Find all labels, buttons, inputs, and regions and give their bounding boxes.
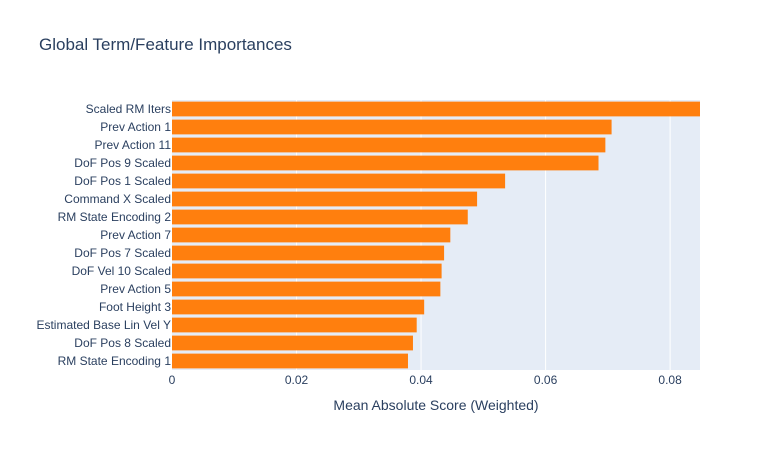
x-tick-label: 0.02	[285, 373, 309, 387]
bar[interactable]	[172, 119, 612, 135]
bar[interactable]	[172, 137, 606, 153]
bar[interactable]	[172, 281, 441, 297]
bar[interactable]	[172, 101, 700, 117]
bar[interactable]	[172, 263, 442, 279]
category-label: Prev Action 1	[100, 120, 171, 134]
category-label: RM State Encoding 2	[58, 210, 172, 224]
x-axis-title: Mean Absolute Score (Weighted)	[333, 397, 538, 413]
bar[interactable]	[172, 209, 468, 225]
category-labels: Scaled RM Iters Prev Action 1 Prev Action …	[36, 102, 171, 368]
x-tick-label: 0.06	[534, 373, 558, 387]
category-label: Scaled RM Iters	[86, 102, 171, 116]
chart-title: Global Term/Feature Importances	[39, 35, 292, 54]
category-label: RM State Encoding 1	[58, 354, 172, 368]
bar[interactable]	[172, 353, 408, 369]
bar[interactable]	[172, 173, 506, 189]
bar[interactable]	[172, 155, 599, 171]
category-label: DoF Pos 8 Scaled	[74, 336, 171, 350]
category-label: Prev Action 11	[95, 138, 172, 152]
x-tick-labels: 0 0.02 0.04 0.06 0.08	[169, 373, 682, 387]
category-label: Estimated Base Lin Vel Y	[36, 318, 171, 332]
bar[interactable]	[172, 191, 478, 207]
bar[interactable]	[172, 227, 451, 243]
category-label: DoF Pos 7 Scaled	[74, 246, 171, 260]
category-label: Prev Action 7	[100, 228, 171, 242]
x-tick-label: 0.04	[409, 373, 433, 387]
x-tick-label: 0.08	[658, 373, 682, 387]
category-label: Command X Scaled	[64, 192, 171, 206]
category-label: Prev Action 5	[100, 282, 171, 296]
bar[interactable]	[172, 245, 445, 261]
bar[interactable]	[172, 335, 413, 351]
category-label: DoF Pos 1 Scaled	[74, 174, 171, 188]
category-label: DoF Pos 9 Scaled	[74, 156, 171, 170]
bar[interactable]	[172, 299, 425, 315]
bars	[172, 101, 700, 369]
x-tick-label: 0	[169, 373, 176, 387]
category-label: DoF Vel 10 Scaled	[72, 264, 171, 278]
category-label: Foot Height 3	[99, 300, 171, 314]
bar[interactable]	[172, 317, 417, 333]
